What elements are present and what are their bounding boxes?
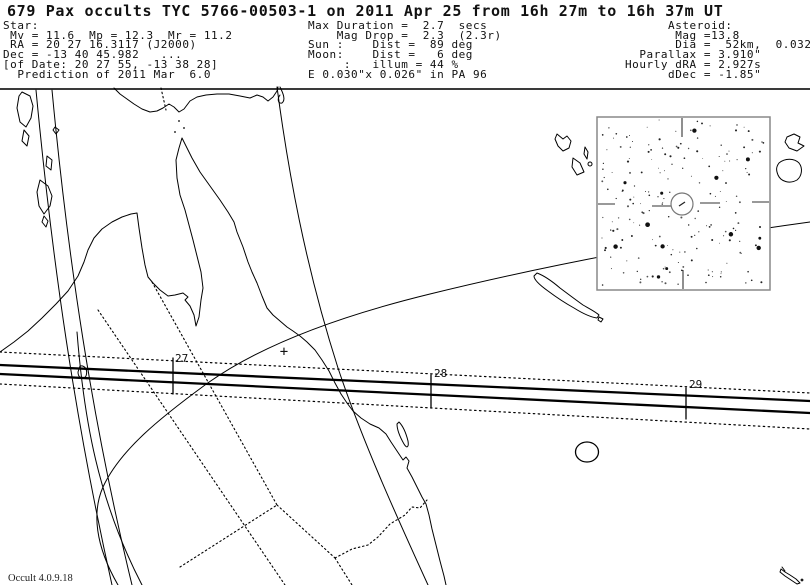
uncertainty-line-north: [0, 351, 810, 394]
moon-circle: [574, 441, 600, 463]
time-tick-label-27: 27: [175, 352, 188, 365]
time-tick-label-28: 28: [434, 367, 447, 380]
limit-line-west-2: [51, 89, 133, 585]
vanuatu-islands: [554, 133, 593, 176]
border-nsw-sa: [334, 557, 353, 585]
path-limit-north: [0, 363, 810, 403]
new-caledonia-islet: [597, 316, 604, 323]
target-star-circle: [670, 192, 694, 216]
event-limit-line: [276, 86, 429, 585]
event-info-block: Max Duration = 2.7 secs Mag Drop = 2.3 (…: [308, 19, 502, 81]
plus-marker: +: [280, 344, 288, 360]
new-zealand-tip: [779, 566, 804, 585]
program-credit: Occult 4.0.9.18: [8, 573, 73, 584]
uncertainty-line-south: [0, 383, 810, 430]
coastline-new-guinea-river-hook: [277, 86, 285, 104]
target-star-mark: [678, 201, 686, 207]
fraser-island: [396, 421, 409, 448]
path-limit-south: [0, 372, 810, 415]
limit-line-west-3: [76, 331, 143, 585]
border-qld-meridian: [151, 281, 278, 506]
time-tick-label-29: 29: [689, 378, 702, 391]
wessel-islands: [36, 179, 53, 228]
border-nsw-qld: [334, 499, 428, 559]
border-png-meridian: [160, 87, 167, 111]
aru-islands: [16, 91, 60, 171]
border-sa-nt: [179, 504, 278, 568]
finder-chart-stars: [601, 119, 765, 286]
finder-chart-inset: [596, 116, 771, 291]
groote-eylandt: [77, 365, 88, 379]
coastline-new-guinea: [113, 86, 279, 113]
torres-strait-islands: [174, 120, 185, 133]
border-sa-qld: [276, 504, 336, 559]
page-title: 679 Pax occults TYC 5766-00503-1 on 2011…: [7, 2, 724, 20]
coastline-new-caledonia: [533, 272, 600, 319]
star-info-block: Star: Mv = 11.6 Mp = 12.3 Mr = 11.2 RA =…: [3, 19, 233, 81]
coastline-australia: [0, 137, 447, 585]
asteroid-info-block: Asteroid: Mag =13.8 Dia = 52km, 0.032" P…: [625, 19, 810, 81]
fiji-islands: [776, 133, 805, 183]
limit-line-west-1: [35, 89, 113, 585]
border-nt-qld: [97, 309, 286, 585]
